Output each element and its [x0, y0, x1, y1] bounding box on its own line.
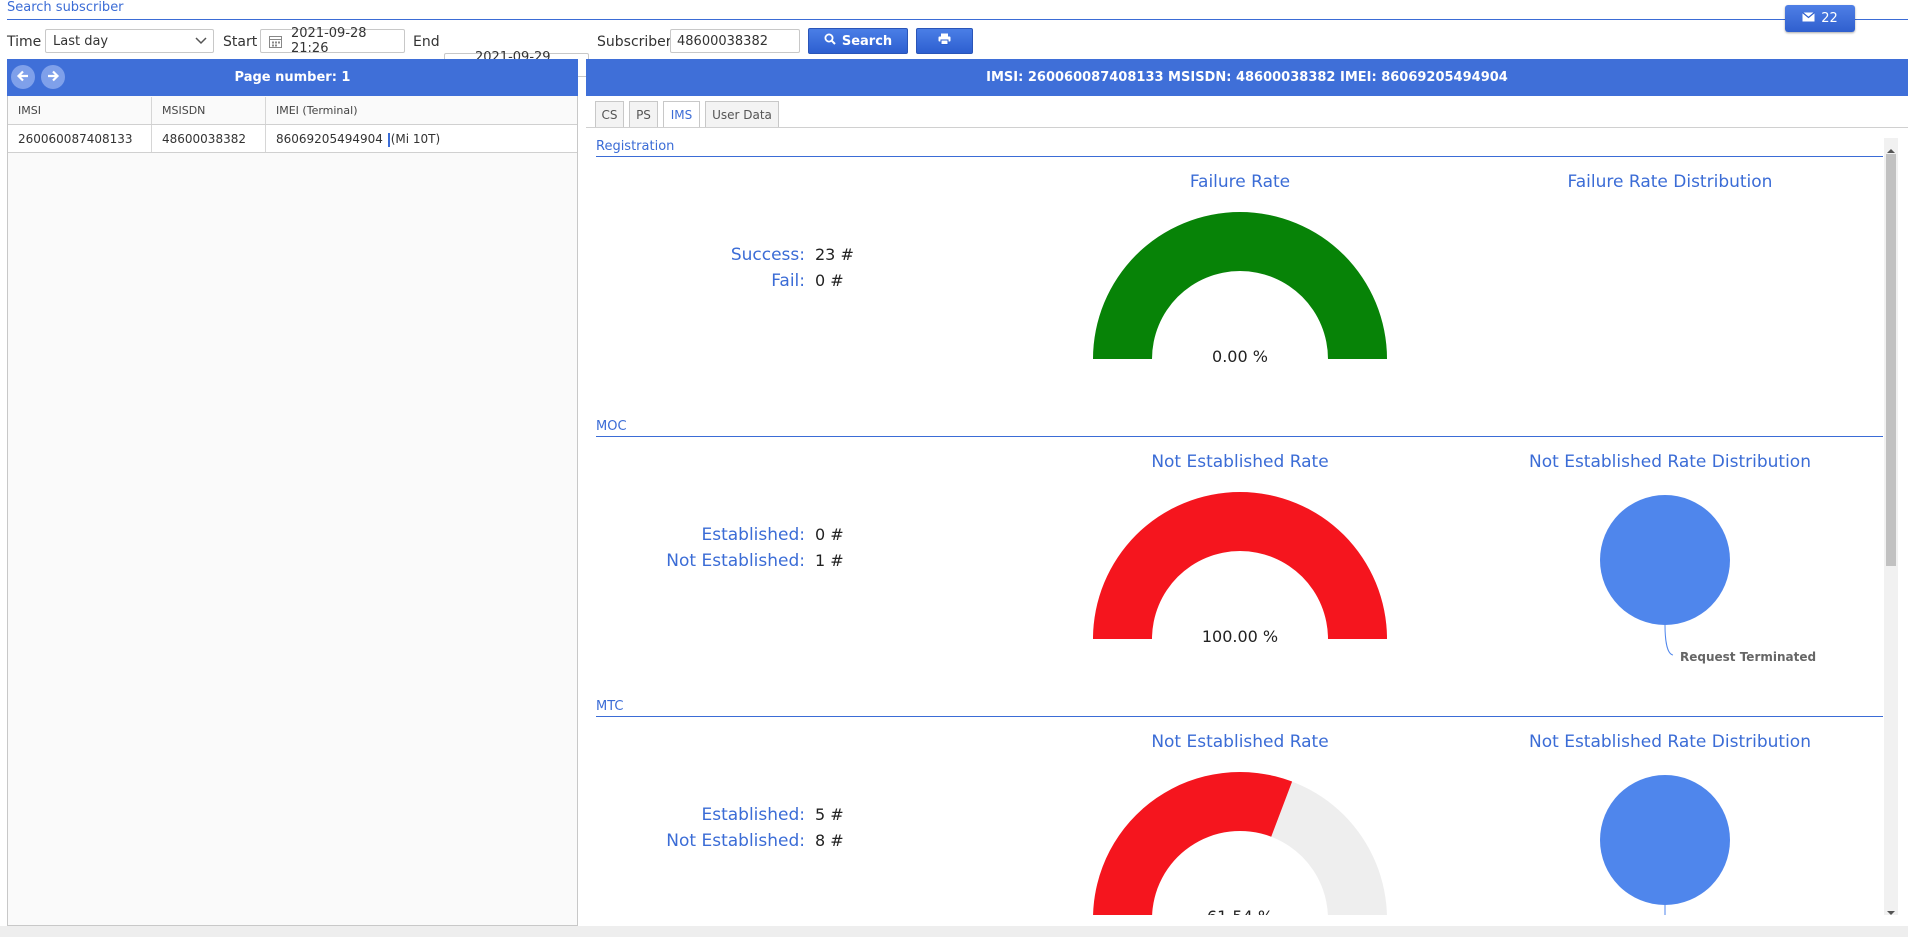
failure-rate-distribution-title: Failure Rate Distribution: [1567, 172, 1773, 192]
success-value: 23 #: [815, 245, 854, 264]
cell-imei: 86069205494904 (Mi 10T): [266, 125, 577, 152]
established-value: 5 #: [815, 805, 844, 824]
page-number: Page number: 1: [234, 70, 351, 85]
messages-button[interactable]: 22: [1785, 5, 1855, 32]
gauge-value-arc: [1093, 492, 1387, 639]
moc-not-established-rate-title: Not Established Rate: [1151, 452, 1329, 472]
section-title-moc: MOC: [596, 419, 627, 434]
printer-icon: [938, 33, 951, 49]
fail-value: 0 #: [815, 271, 844, 290]
success-label: Success:: [730, 245, 805, 265]
messages-count: 22: [1821, 11, 1838, 26]
bottom-strip: [0, 926, 1908, 937]
search-button-label: Search: [841, 33, 893, 49]
calendar-icon: [269, 35, 282, 52]
tab-ps[interactable]: PS: [629, 101, 658, 127]
time-label: Time: [7, 34, 42, 50]
envelope-icon: [1802, 11, 1816, 26]
mtc-not-established-gauge: [1093, 772, 1387, 915]
pie-label-request-terminated: Request Terminated: [1680, 650, 1817, 664]
tab-cs[interactable]: CS: [595, 101, 624, 127]
pie-label-connector: [1664, 624, 1674, 656]
column-header-msisdn[interactable]: MSISDN: [152, 97, 266, 124]
established-label: Established:: [701, 525, 805, 545]
section-title-registration: Registration: [596, 139, 675, 154]
subscriber-detail-header: IMSI: 260060087408133 MSISDN: 4860003838…: [586, 59, 1908, 96]
page-title: Search subscriber: [7, 0, 124, 15]
text-cursor: [387, 132, 390, 147]
mtc-gauge-clip: 61.54 %: [1090, 772, 1390, 915]
gauge-value-arc: [1093, 212, 1387, 359]
failure-rate-title: Failure Rate: [1189, 172, 1291, 192]
scrollbar-thumb[interactable]: [1886, 154, 1896, 566]
start-date-input[interactable]: 2021-09-28 21:26: [260, 26, 405, 56]
table-header: IMSI MSISDN IMEI (Terminal): [8, 97, 577, 125]
not-established-value: 8 #: [815, 831, 844, 850]
cell-imsi: 260060087408133: [8, 125, 152, 152]
not-established-label: Not Established:: [666, 551, 805, 571]
end-label: End: [413, 34, 440, 50]
subscriber-input[interactable]: 48600038382: [670, 29, 800, 53]
time-select[interactable]: Last day: [45, 29, 214, 53]
not-established-label: Not Established:: [666, 831, 805, 851]
start-label: Start: [223, 34, 258, 50]
cell-imei-value: 86069205494904: [276, 132, 383, 146]
print-button[interactable]: [916, 28, 973, 54]
pie-slice[interactable]: [1600, 775, 1730, 905]
cell-msisdn: 48600038382: [152, 125, 266, 152]
table-row[interactable]: 260060087408133 48600038382 860692054949…: [8, 125, 577, 153]
fail-label: Fail:: [771, 271, 805, 291]
section-divider: [596, 716, 1883, 717]
section-divider: [596, 436, 1883, 437]
failure-rate-value: 0.00 %: [1212, 347, 1268, 366]
column-header-imei[interactable]: IMEI (Terminal): [276, 104, 358, 117]
tab-ims[interactable]: IMS: [663, 101, 700, 128]
section-title-mtc: MTC: [596, 699, 624, 714]
scroll-up-arrow-icon[interactable]: [1885, 140, 1897, 159]
not-established-value: 1 #: [815, 551, 844, 570]
scroll-down-arrow-icon[interactable]: [1885, 902, 1897, 921]
moc-distribution-title: Not Established Rate Distribution: [1529, 452, 1811, 472]
arrow-left-icon: [16, 68, 30, 87]
previous-page-button[interactable]: [11, 65, 35, 89]
subscriber-list-panel: [7, 59, 578, 926]
established-value: 0 #: [815, 525, 844, 544]
start-date-value: 2021-09-28 21:26: [291, 26, 367, 56]
mtc-not-established-rate-value: 61.54 %: [1140, 907, 1340, 915]
search-icon: [824, 33, 836, 49]
next-page-button[interactable]: [41, 65, 65, 89]
mtc-distribution-title: Not Established Rate Distribution: [1529, 732, 1811, 752]
list-pager-bar: [7, 59, 578, 96]
search-button[interactable]: Search: [808, 28, 908, 54]
moc-not-established-rate-value: 100.00 %: [1201, 627, 1279, 646]
column-header-imsi[interactable]: IMSI: [8, 97, 152, 124]
subscriber-value: 48600038382: [677, 33, 768, 49]
chevron-down-icon: [195, 34, 207, 49]
mtc-distribution-pie: [1600, 775, 1730, 915]
established-label: Established:: [701, 805, 805, 825]
section-divider: [596, 156, 1883, 157]
mtc-pie-clip: [1595, 772, 1745, 915]
gauge-value-arc: [1093, 772, 1293, 915]
failure-rate-gauge: [1093, 212, 1387, 359]
mtc-not-established-rate-title: Not Established Rate: [1151, 732, 1329, 752]
pie-slice-request-terminated[interactable]: [1600, 495, 1730, 625]
time-select-value: Last day: [53, 33, 109, 49]
moc-not-established-gauge: [1093, 492, 1387, 639]
cell-terminal: (Mi 10T): [390, 132, 441, 146]
tabs-divider: [586, 127, 1908, 128]
arrow-right-icon: [46, 68, 60, 87]
moc-distribution-pie: [1600, 495, 1730, 656]
tab-user-data[interactable]: User Data: [705, 101, 779, 127]
subscriber-label: Subscriber: [597, 34, 672, 50]
title-divider: [7, 19, 1908, 20]
